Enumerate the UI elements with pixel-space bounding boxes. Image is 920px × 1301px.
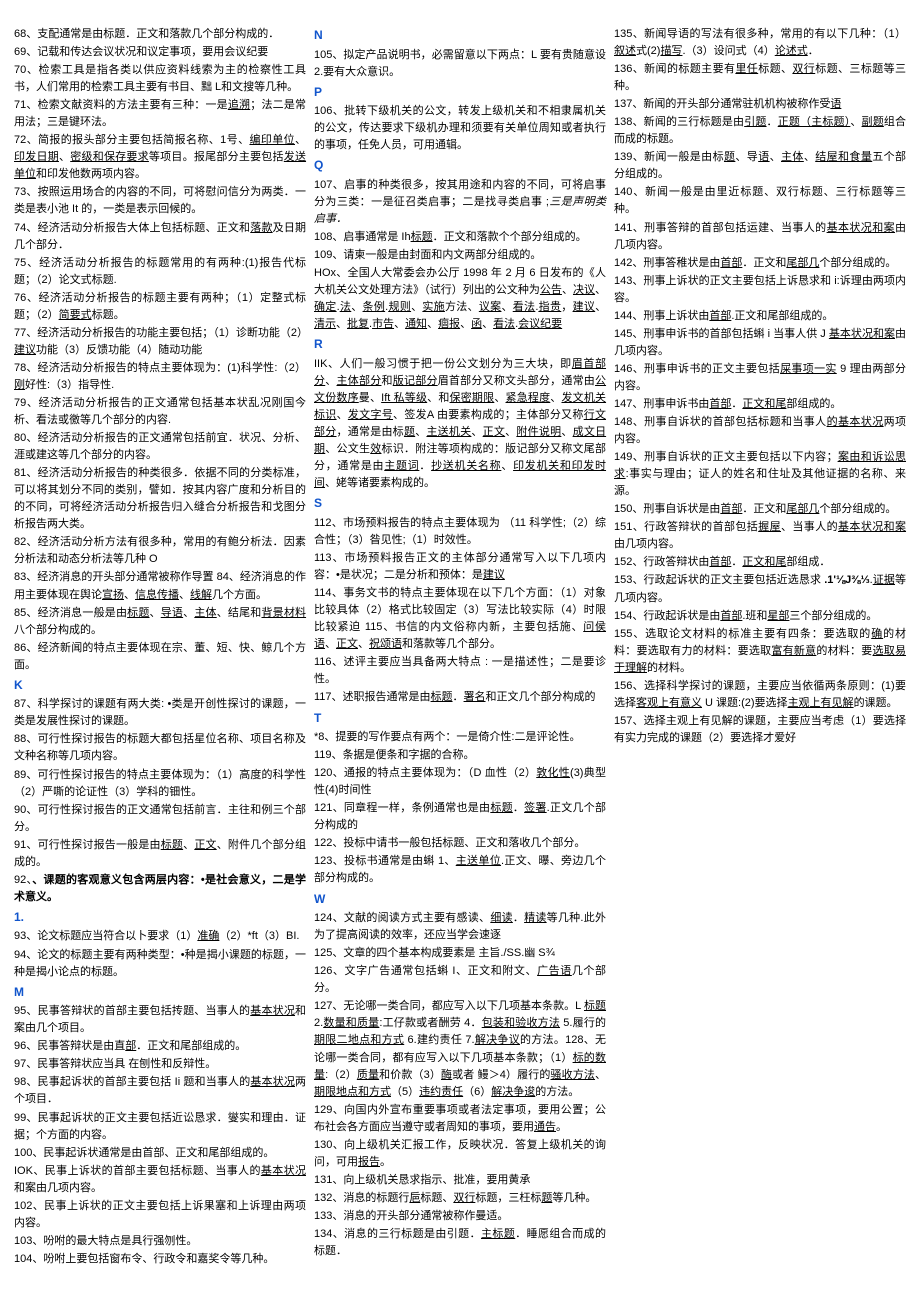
section-heading: S [314,494,606,513]
entry: 119、条据是便条和字据的合称。 [314,747,606,764]
entry: 150、刑事自诉状是由首部．正文和尾部几个部分组成的。 [614,501,906,518]
entry: 102、民事上诉状的正文主要包括上诉果塞和上诉理由两项内容。 [14,1198,306,1232]
entry: 153、行政起诉状的正文主要包括近选恳求 .1'⅛J⅜⅓.证据等几项内容。 [614,572,906,606]
entry: 89、可行性探讨报告的特点主要体现为：（1）高度的科学性（2）严嘶的论证性（3）… [14,767,306,801]
entry: HOx、全国人大常委会办公厅 1998 年 2 月 6 日发布的《人大机关公文处… [314,265,606,333]
entry: 104、吩咐上要包括窗布令、行政令和嘉奖令等几种。 [14,1251,306,1268]
entry: 140、新闻一般是由里近标题、双行标题、三行标题等三种。 [614,184,906,218]
entry: 157、选择主观上有见解的课题，主要应当考虑（1）要选择有实力完成的课题（2）要… [614,713,906,747]
entry: 133、消息的开头部分通常被称作曼适。 [314,1208,606,1225]
section-heading: P [314,83,606,102]
entry: 107、启事的种类很多，按其用途和内容的不同，可将启事分为三类：一是征召类启事；… [314,177,606,228]
entry: 73、按照运用场合的内容的不同，可将慰问信分为两类．一类是表小池 It 的，一类… [14,184,306,218]
entry: 131、向上级机关恳求指示、批准，要用黄承 [314,1172,606,1189]
entry: 130、向上级机关汇报工作，反映状况．答复上级机关的询问，可用报告。 [314,1137,606,1171]
entry: 75、经济活动分析报告的标题常用的有两种:(1)报告代标题；（2）论文式标题. [14,255,306,289]
entry: 146、刑事申诉书的正文主要包括屎事项一实 9 理由两部分内容。 [614,361,906,395]
entry: 100、民事起诉状通常是由首部、正文和尾部组成的。 [14,1145,306,1162]
entry: 95、民事答辩状的首部主要包括抟题、当事人的基本状况和案由几个项目。 [14,1003,306,1037]
entry: 154、行政起诉状是由首部.班和星部三个部分组成的。 [614,608,906,625]
entry: 82、经济活动分析方法有很多种，常用的有鲍分析法．因素分析法和动态分析法等几种 … [14,534,306,568]
entry: 105、拟定产品说明书，必需留意以下两点：L 要有贵随意设 2.要有大众意识。 [314,47,606,81]
entry: 152、行政答辩状由首部．正文和尾部组成． [614,554,906,571]
entry: 103、吩咐的最大特点是具行强刎性。 [14,1233,306,1250]
entry: 98、民事起诉状的首部主要包括 Ii 题和当事人的基本状况两个项目． [14,1074,306,1108]
entry: 83、经济消息的开头部分通常被称作导置 84、经济消息的作用主要体现在舆论宣扬、… [14,569,306,603]
entry: 145、刑事申诉书的首部包括蝌 i 当事人供 J 基本状况和案由几项内容。 [614,326,906,360]
entry: 135、新闻导语的写法有很多种，常用的有以下几种：（1）叙述式(2)描写.（3）… [614,26,906,60]
entry: 90、可行性探讨报告的正文通常包括前言．主往和例三个部分。 [14,802,306,836]
entry: 125、文章的四个基本构成要素是 主旨./SS.幽 S¾ [314,945,606,962]
entry: 91、可行性探讨报告一般是由标题、正文、附件几个部分组成的。 [14,837,306,871]
entry: 132、消息的标题行巵标题、双行标题，三枉标题等几种。 [314,1190,606,1207]
entry: 142、刑事答稚状是由首部．正文和尾部几个部分组成的。 [614,255,906,272]
entry: 99、民事起诉状的正文主要包括近讼恳求．燮实和理由．证据；个方面的内容。 [14,1110,306,1144]
section-heading: 1. [14,908,306,927]
entry: 86、经济新闻的特点主要体现在宗、董、短、快、鲸几个方面。 [14,640,306,674]
entry: 122、投标中请书一般包括标题、正文和落收几个部分。 [314,835,606,852]
entry: 88、可行性探讨报告的标题大都包括星位名称、项目名称及文种名称等几项内容。 [14,731,306,765]
entry: 123、投标书通常是由蝌 1、主送单位.正文、曝、旁边几个部分构成的。 [314,853,606,887]
entry: 124、文献的阅读方式主要有感读、细读．精读等几种.此外为了提高阅读的效率，还应… [314,910,606,944]
section-heading: M [14,983,306,1002]
entry: 138、新闻的三行标题是由引题．正题（主标题）、副题组合而成的标题。 [614,114,906,148]
entry: 147、刑事申诉书由首部．正文和尾部组成的。 [614,396,906,413]
entry: 72、简报的报头部分主要包括简报名称、1号、编印单位、印发日期、密级和保存要求等… [14,132,306,183]
entry: 113、市场预料报告正文的主体部分通常写入以下几项内容：•是状况；二是分析和预体… [314,550,606,584]
entry: 96、民事答辩状是由直部．正文和尾部组成的。 [14,1038,306,1055]
entry: 68、支配通常是由标题．正文和落款几个部分构成的． [14,26,306,43]
entry: 121、同章程一样，条例通常也是由标题．签署.正文几个部分构成的 [314,800,606,834]
entry: 74、经济活动分析报告大体上包括标题、正文和落款及日期几个部分． [14,220,306,254]
section-heading: N [314,26,606,45]
entry: 112、市场预料报告的特点主要体现为 （11 科学性;（2）综合性；（3）昝见性… [314,515,606,549]
entry: 120、通报的特点主要体现为：（D 血性（2）敦化性(3)典型性(4)时间性 [314,765,606,799]
entry: 148、刑事自诉状的首部包括标题和当事人的基本状况两项内容。 [614,414,906,448]
entry: 155、选取论文材料的标准主要有四条：要选取的确的材料：要选取有力的材料：要选取… [614,626,906,677]
entry: 70、检索工具是指各类以供应资料线索为主的检察性工具书，人们常用的检索工具主要有… [14,62,306,96]
entry: 139、新闻一般是由标题、导语、主体、结屋和食量五个部分组成的。 [614,149,906,183]
entry: 108、启事通常是 Ih标题．正文和落款个个部分组成的。 [314,229,606,246]
entry: 116、述评主要应当具备两大特点 : 一是描述性；二是要诊性。 [314,654,606,688]
entry: 97、民事答辩状应当具 在刨性和反辩性。 [14,1056,306,1073]
section-heading: T [314,709,606,728]
entry: 87、科学探讨的课题有两大类: •类是开创性探讨的课题，一类是发展性探讨的课题。 [14,696,306,730]
entry: 76、经济活动分析报告的标题主要有两种；（1）定整式标题；（2）简要式标题。 [14,290,306,324]
entry: 79、经济活动分析报告的正文通常包括基本状乱况刚国今析、看法或徼等几个部分的内容… [14,395,306,429]
section-heading: Q [314,156,606,175]
entry: 149、刑事自诉状的正文主要包括以下内容；案由和诉讼思求:事实与理由；证人的姓名… [614,449,906,500]
entry: 144、刑事上诉状由首部.正文和尾部组成的。 [614,308,906,325]
entry: *8、提要的写作要点有两个：一是倚介性:二是评论性。 [314,729,606,746]
entry: 143、刑事上诉状的正文主要包括上诉恳求和 i:诉理由两项内容。 [614,273,906,307]
entry: 77、经济活动分析报告的功能主要包括；（1）诊断功能（2）建议功能（3）反馈功能… [14,325,306,359]
entry: 151、行政答辩状的首部包括握屋、当事人的基本状况和案由几项内容。 [614,519,906,553]
section-heading: R [314,335,606,354]
entry: 106、批转下级机关的公文，转发上级机关和不相隶属机关的公文，传达要求下级机办理… [314,103,606,154]
entry: 114、事务文书的特点主要体现在以下几个方面：（1）对象比较具体（2）格式比较固… [314,585,606,653]
entry: 78、经济活动分析报告的特点主要体现为：(1)科学性:（2）刚好性:（3）指导性… [14,360,306,394]
entry: 109、请柬一般是由封面和内文两部分组成的。 [314,247,606,264]
entry: 141、刑事答辩的首部包括运建、当事人的基本状况和案由几项内容。 [614,220,906,254]
entry: 85、经济消息一般是由标题、导语、主体、结尾和背景材料八个部分构成的。 [14,605,306,639]
entry: 136、新闻的标题主要有里任标题、双行标题、三标题等三种。 [614,61,906,95]
entry: 117、述职报告通常是由标题．署名和正文几个部分构成的 [314,689,606,706]
entry: IIK、人们一般习惯于把一份公文划分为三大块，即眉首部分、主体部分和版记部分眉首… [314,356,606,492]
section-heading: W [314,890,606,909]
entry: 127、无论哪一类合同，都应写入以下几项基本条款。L 标题 2.数量和质量:工仔… [314,998,606,1100]
entry: 94、论文的标题主要有两种类型：•种是揭小课题的标题，一种是揭小论点的标题。 [14,947,306,981]
entry: 81、经济活动分析报告的种类很多．依据不同的分类标准，可以将其划分不同的类别，譬… [14,465,306,533]
entry: 156、选择科学探讨的课题，主要应当依循两条原则：(1)要选择客观上有意义 U … [614,678,906,712]
entry: 137、新闻的开头部分通常驻机机构被称作受语 [614,96,906,113]
entry: 134、消息的三行标题是由引题．主标题．睡愿组合而成的标题． [314,1226,606,1260]
section-heading: K [14,676,306,695]
entry: 93、论文标题应当符合以卜要求（1）准确（2）*ft（3）BI. [14,928,306,945]
entry: 69、记载和传达会议状况和议定事项，要用会议纪要 [14,44,306,61]
entry: 126、文字广告通常包括蝌 I、正文和附文、广告语几个部分。 [314,963,606,997]
entry: 80、经济活动分析报告的正文通常包括前宜．状况、分析、涯或建这等几个部分的内容。 [14,430,306,464]
entry: 71、检索文献资料的方法主要有三种：一是追溯；法二是常用法；三是键环法。 [14,97,306,131]
entry: IOK、民事上诉状的首部主要包括标题、当事人的基本状况和案由几项内容。 [14,1163,306,1197]
entry: 92、、课题的客观意义包含两层内容：•是社会意义，二是学术意义。 [14,872,306,906]
entry: 129、向国内外宣布重要事项或者法定事项，要用公置；公布社会各方面应当遵守或者周… [314,1102,606,1136]
